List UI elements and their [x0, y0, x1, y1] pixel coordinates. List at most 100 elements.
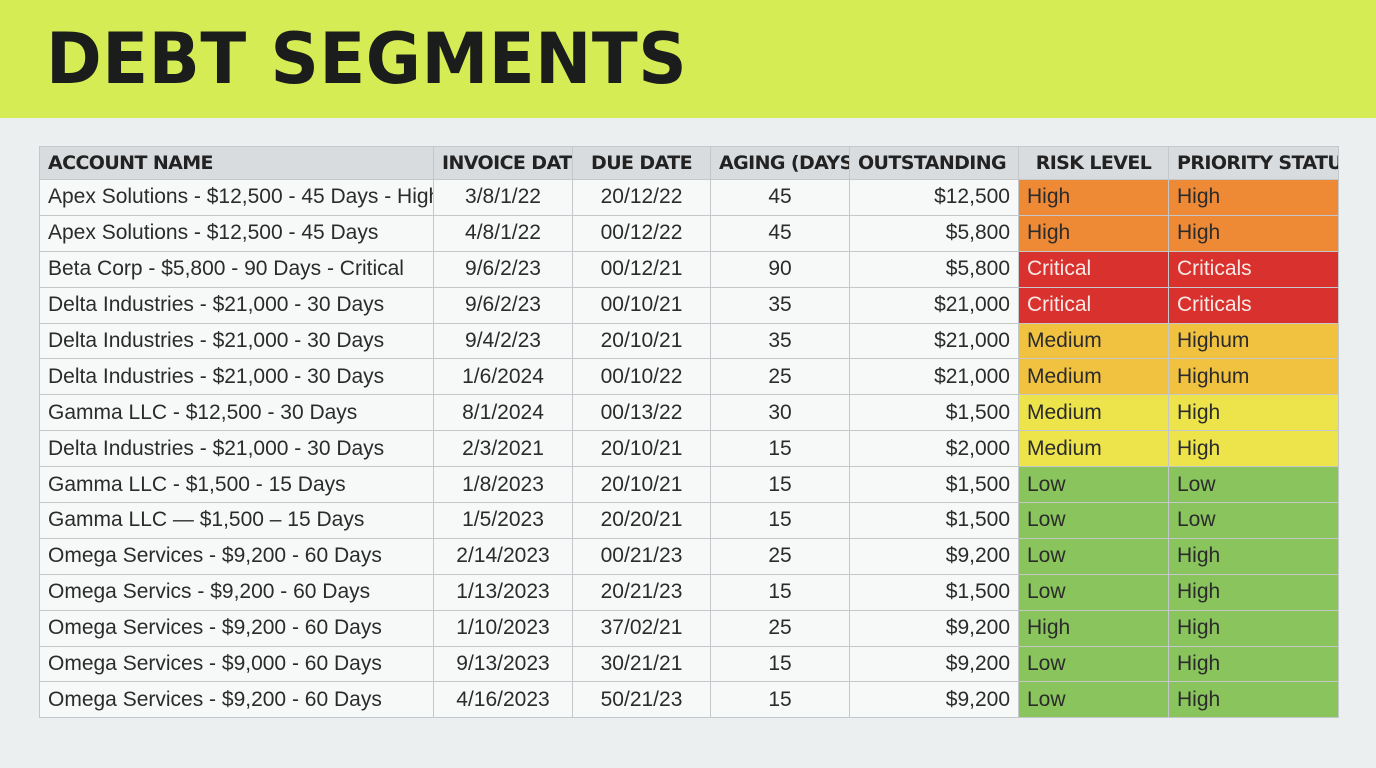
risk-level-cell: Medium [1018, 430, 1169, 468]
invoice-date-cell: 1/8/2023 [433, 466, 573, 504]
account-name-cell: Apex Solutions - $12,500 - 45 Days - Hig… [39, 179, 434, 216]
due-date-cell: 37/02/21 [572, 609, 711, 647]
invoice-date-cell: 9/4/2/23 [433, 322, 573, 360]
outstanding-amount-cell: $21,000 [849, 322, 1019, 360]
column-header-priority-status: PRIORITY STATUS [1168, 146, 1339, 180]
priority-status-cell: High [1168, 681, 1339, 719]
table-row: Delta Industries - $21,000 - 30 Days 2/3/… [39, 430, 1339, 468]
risk-level-cell: Critical [1018, 286, 1169, 324]
aging-days-cell: 30 [710, 394, 850, 432]
account-name-cell: Delta Industries - $21,000 - 30 Days [39, 358, 434, 396]
table-body: Apex Solutions - $12,500 - 45 Days - Hig… [39, 179, 1339, 719]
risk-level-cell: Low [1018, 466, 1169, 504]
priority-status-cell: Low [1168, 502, 1339, 539]
outstanding-amount-cell: $9,200 [849, 681, 1019, 719]
aging-days-cell: 15 [710, 681, 850, 719]
priority-status-cell: High [1168, 609, 1339, 647]
debt-segments-table: ACCOUNT NAME INVOICE DATE DUE DATE AGING… [39, 146, 1339, 719]
due-date-cell: 00/12/22 [572, 214, 711, 252]
risk-level-cell: High [1018, 214, 1169, 252]
outstanding-amount-cell: $9,200 [849, 645, 1019, 683]
outstanding-amount-cell: $12,500 [849, 179, 1019, 216]
account-name-cell: Delta Industries - $21,000 - 30 Days [39, 286, 434, 324]
risk-level-cell: High [1018, 609, 1169, 647]
invoice-date-cell: 1/6/2024 [433, 358, 573, 396]
due-date-cell: 00/12/21 [572, 250, 711, 288]
outstanding-amount-cell: $5,800 [849, 250, 1019, 288]
account-name-cell: Omega Services - $9,200 - 60 Days [39, 537, 434, 575]
aging-days-cell: 15 [710, 645, 850, 683]
account-name-cell: Omega Services - $9,200 - 60 Days [39, 681, 434, 719]
outstanding-amount-cell: $1,500 [849, 394, 1019, 432]
table-header-row: ACCOUNT NAME INVOICE DATE DUE DATE AGING… [39, 146, 1339, 180]
due-date-cell: 20/21/23 [572, 573, 711, 611]
aging-days-cell: 35 [710, 322, 850, 360]
priority-status-cell: Low [1168, 466, 1339, 504]
risk-level-cell: High [1018, 179, 1169, 216]
risk-level-cell: Low [1018, 645, 1169, 683]
risk-level-cell: Critical [1018, 250, 1169, 288]
aging-days-cell: 15 [710, 573, 850, 611]
table-row: Omega Services - $9,200 - 60 Days 4/16/20… [39, 681, 1339, 719]
invoice-date-cell: 9/13/2023 [433, 645, 573, 683]
due-date-cell: 00/10/22 [572, 358, 711, 396]
due-date-cell: 20/12/22 [572, 179, 711, 216]
risk-level-cell: Medium [1018, 358, 1169, 396]
account-name-cell: Gamma LLC - $1,500 - 15 Days [39, 466, 434, 504]
table-row: Omega Services - $9,200 - 60 Days 2/14/20… [39, 537, 1339, 575]
invoice-date-cell: 4/16/2023 [433, 681, 573, 719]
priority-status-cell: Highum [1168, 358, 1339, 396]
account-name-cell: Gamma LLC - $12,500 - 30 Days [39, 394, 434, 432]
invoice-date-cell: 4/8/1/22 [433, 214, 573, 252]
table-row: Omega Servics - $9,200 - 60 Days 1/13/202… [39, 573, 1339, 611]
title-banner: DEBT SEGMENTS [0, 0, 1376, 118]
account-name-cell: Beta Corp - $5,800 - 90 Days - Critical [39, 250, 434, 288]
account-name-cell: Delta Industries - $21,000 - 30 Days [39, 430, 434, 468]
risk-level-cell: Low [1018, 681, 1169, 719]
invoice-date-cell: 1/13/2023 [433, 573, 573, 611]
due-date-cell: 30/21/21 [572, 645, 711, 683]
invoice-date-cell: 2/3/2021 [433, 430, 573, 468]
column-header-invoice-date: INVOICE DATE [433, 146, 573, 180]
priority-status-cell: High [1168, 430, 1339, 468]
outstanding-amount-cell: $9,200 [849, 537, 1019, 575]
table-row: Gamma LLC — $1,500 – 15 Days 1/5/2023 20/2… [39, 502, 1339, 539]
account-name-cell: Apex Solutions - $12,500 - 45 Days [39, 214, 434, 252]
due-date-cell: 20/10/21 [572, 322, 711, 360]
table-row: Gamma LLC - $12,500 - 30 Days 8/1/2024 00/… [39, 394, 1339, 432]
outstanding-amount-cell: $21,000 [849, 358, 1019, 396]
priority-status-cell: High [1168, 645, 1339, 683]
table-row: Beta Corp - $5,800 - 90 Days - Critical 9… [39, 250, 1339, 288]
column-header-aging-days: AGING (DAYS) [710, 146, 850, 180]
priority-status-cell: Criticals [1168, 286, 1339, 324]
account-name-cell: Omega Servics - $9,200 - 60 Days [39, 573, 434, 611]
invoice-date-cell: 1/5/2023 [433, 502, 573, 539]
risk-level-cell: Low [1018, 502, 1169, 539]
column-header-outstanding: OUTSTANDING [849, 146, 1019, 180]
invoice-date-cell: 9/6/2/23 [433, 286, 573, 324]
outstanding-amount-cell: $21,000 [849, 286, 1019, 324]
aging-days-cell: 25 [710, 358, 850, 396]
table-row: Omega Services - $9,200 - 60 Days 1/10/20… [39, 609, 1339, 647]
aging-days-cell: 15 [710, 502, 850, 539]
table-row: Delta Industries - $21,000 - 30 Days 9/4/… [39, 322, 1339, 360]
risk-level-cell: Medium [1018, 322, 1169, 360]
aging-days-cell: 25 [710, 537, 850, 575]
risk-level-cell: Medium [1018, 394, 1169, 432]
priority-status-cell: Criticals [1168, 250, 1339, 288]
aging-days-cell: 90 [710, 250, 850, 288]
invoice-date-cell: 3/8/1/22 [433, 179, 573, 216]
invoice-date-cell: 2/14/2023 [433, 537, 573, 575]
risk-level-cell: Low [1018, 573, 1169, 611]
invoice-date-cell: 9/6/2/23 [433, 250, 573, 288]
table-row: Delta Industries - $21,000 - 30 Days 9/6/… [39, 286, 1339, 324]
outstanding-amount-cell: $1,500 [849, 573, 1019, 611]
account-name-cell: Delta Industries - $21,000 - 30 Days [39, 322, 434, 360]
due-date-cell: 20/10/21 [572, 430, 711, 468]
priority-status-cell: High [1168, 179, 1339, 216]
outstanding-amount-cell: $2,000 [849, 430, 1019, 468]
aging-days-cell: 45 [710, 179, 850, 216]
account-name-cell: Omega Services - $9,200 - 60 Days [39, 609, 434, 647]
invoice-date-cell: 8/1/2024 [433, 394, 573, 432]
aging-days-cell: 15 [710, 466, 850, 504]
